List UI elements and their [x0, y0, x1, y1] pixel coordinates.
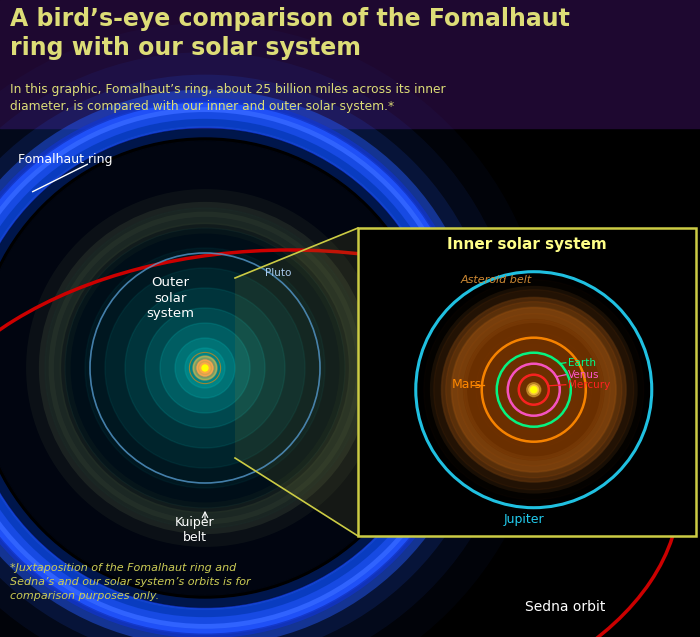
- Circle shape: [193, 356, 217, 380]
- Circle shape: [175, 338, 235, 398]
- Circle shape: [442, 297, 626, 482]
- Circle shape: [452, 308, 616, 472]
- Text: *Juxtaposition of the Fomalhaut ring and
Sedna’s and our solar system’s orbits i: *Juxtaposition of the Fomalhaut ring and…: [10, 563, 251, 601]
- Circle shape: [0, 141, 432, 595]
- Circle shape: [531, 387, 537, 392]
- Circle shape: [85, 248, 325, 488]
- Circle shape: [452, 308, 616, 472]
- Bar: [0, 125, 700, 126]
- Text: Pluto: Pluto: [265, 268, 291, 278]
- Circle shape: [531, 386, 538, 393]
- Circle shape: [202, 365, 208, 371]
- Circle shape: [527, 383, 541, 397]
- Bar: [0, 122, 700, 123]
- Bar: [0, 126, 700, 127]
- Circle shape: [145, 308, 265, 428]
- Bar: [0, 123, 700, 124]
- Circle shape: [200, 363, 210, 373]
- Bar: [0, 0, 700, 128]
- Circle shape: [464, 320, 604, 460]
- Text: Asteroid belt: Asteroid belt: [460, 275, 531, 285]
- Circle shape: [185, 348, 225, 388]
- Circle shape: [499, 355, 569, 425]
- Bar: [0, 120, 700, 121]
- Text: In this graphic, Fomalhaut’s ring, about 25 billion miles across its inner
diame: In this graphic, Fomalhaut’s ring, about…: [10, 83, 446, 113]
- Circle shape: [458, 313, 610, 466]
- Circle shape: [197, 360, 213, 376]
- Text: Inner solar system: Inner solar system: [447, 236, 607, 252]
- Text: Mars: Mars: [452, 378, 482, 391]
- Bar: [358, 228, 696, 536]
- Circle shape: [528, 385, 539, 395]
- Circle shape: [446, 302, 622, 478]
- Text: Earth: Earth: [568, 358, 596, 368]
- Circle shape: [160, 323, 250, 413]
- Circle shape: [464, 320, 604, 460]
- Circle shape: [476, 332, 592, 448]
- Bar: [0, 124, 700, 125]
- Text: Fomalhaut ring: Fomalhaut ring: [18, 154, 113, 166]
- Text: Jupiter: Jupiter: [503, 513, 544, 527]
- Text: Kuiper
belt: Kuiper belt: [175, 516, 215, 544]
- Circle shape: [424, 280, 644, 499]
- Bar: [0, 121, 700, 122]
- Bar: [0, 127, 700, 128]
- Text: A bird’s-eye comparison of the Fomalhaut
ring with our solar system: A bird’s-eye comparison of the Fomalhaut…: [10, 7, 570, 60]
- Circle shape: [125, 288, 285, 448]
- Circle shape: [489, 345, 579, 434]
- Circle shape: [105, 268, 305, 468]
- Text: Sedna orbit: Sedna orbit: [525, 600, 606, 614]
- Text: Outer
solar
system: Outer solar system: [146, 276, 194, 320]
- Text: Mercury: Mercury: [568, 380, 610, 390]
- Polygon shape: [235, 228, 358, 536]
- Circle shape: [434, 290, 634, 490]
- Circle shape: [0, 138, 435, 598]
- Text: Venus: Venus: [568, 369, 599, 380]
